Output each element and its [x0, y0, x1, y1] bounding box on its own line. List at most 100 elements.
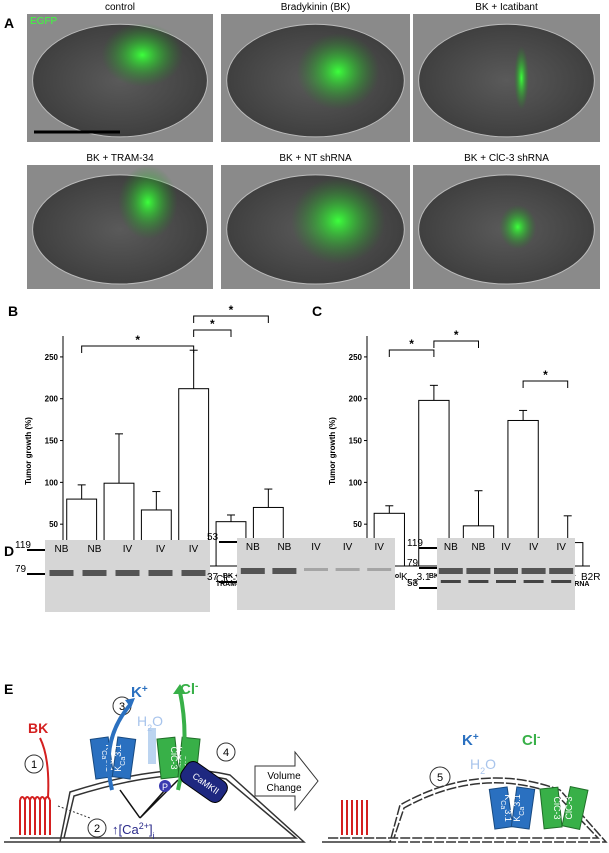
significance-bracket — [81, 345, 195, 353]
significance-label: * — [409, 337, 414, 351]
protein-label: ClC-3 — [216, 574, 242, 585]
channel-label: ClC-3 — [552, 796, 562, 819]
band — [496, 580, 516, 583]
bar — [178, 388, 210, 567]
image-title: control — [105, 2, 135, 13]
significance-bracket — [522, 380, 569, 388]
flux-arrow — [176, 691, 187, 791]
significance-bracket — [388, 349, 435, 357]
y-tick-label: 100 — [45, 478, 59, 487]
panel-label: A — [4, 15, 14, 31]
ion-label: Cl- — [522, 732, 540, 750]
y-axis-label: Tumor growth (%) — [328, 417, 337, 485]
flux-arrow — [173, 684, 186, 694]
y-tick-label: 200 — [45, 395, 59, 404]
step-markers — [24, 696, 451, 838]
ion-label: K+ — [462, 732, 479, 750]
lane-label: IV — [374, 542, 384, 553]
band — [335, 568, 360, 571]
flux-arrow — [125, 698, 135, 708]
y-tick-label: 200 — [349, 395, 363, 404]
panel-e: E BK 1 2 3 4 5 ↑[Ca2+]i KCa3.1 KCa3.1 — [4, 681, 608, 843]
significance-label: * — [135, 333, 140, 347]
water-label: H2O — [470, 756, 496, 776]
lane-label: IV — [529, 542, 539, 553]
significance-label: * — [454, 328, 459, 342]
marker-label: 53 — [407, 578, 419, 589]
band — [148, 570, 173, 576]
lane-label: NB — [444, 542, 458, 553]
band — [272, 568, 297, 574]
step-number: 5 — [437, 772, 443, 784]
phospho — [159, 780, 171, 792]
band — [468, 580, 489, 583]
significance-label: * — [229, 303, 234, 317]
band — [115, 570, 140, 576]
flux-arrow — [106, 703, 132, 791]
protein-label: KCa3.1 — [401, 572, 431, 586]
lane-label: IV — [123, 544, 133, 555]
band — [49, 570, 74, 576]
lane-label: NB — [246, 542, 260, 553]
panel-label: C — [312, 303, 322, 319]
image-title: BK + NT shRNA — [279, 153, 352, 164]
band — [367, 568, 392, 571]
panel-label: B — [8, 303, 18, 319]
image-title: BK + Icatibant — [475, 2, 538, 13]
channel-label: KCa3.1 — [500, 794, 514, 821]
y-tick-label: 250 — [349, 353, 363, 362]
step-number: 4 — [223, 747, 229, 759]
lane-label: NB — [277, 542, 291, 553]
lane-label: IV — [556, 542, 566, 553]
gfp-signal — [499, 204, 537, 250]
gfp-signal — [296, 33, 380, 110]
protein-label: B2R — [581, 572, 600, 583]
panel-label: D — [4, 543, 14, 559]
gfp-signal — [101, 22, 184, 87]
lane-label: IV — [311, 542, 321, 553]
band — [438, 568, 463, 574]
y-axis-label: Tumor growth (%) — [24, 417, 33, 485]
gfp-signal — [513, 46, 529, 110]
band — [240, 568, 265, 574]
channel-label: ClC-3 — [169, 746, 179, 769]
marker-label: 53 — [207, 532, 219, 543]
image-title: BK + TRAM-34 — [86, 153, 154, 164]
lane-label: IV — [189, 544, 199, 555]
significance-bracket — [193, 315, 269, 323]
gfp-signal — [118, 165, 178, 240]
gfp-signal — [290, 177, 386, 265]
y-tick-label: 150 — [45, 437, 59, 446]
ion-label: Cl- — [180, 681, 198, 699]
lane-label: NB — [55, 544, 69, 555]
band — [551, 580, 572, 583]
arrow-label: Volume — [267, 771, 301, 782]
significance-label: * — [210, 317, 215, 331]
water-label: H2O — [137, 713, 163, 733]
band — [440, 580, 461, 583]
panel-d: D NB NB IV IV IV 119 79 ClC-3 NB NB IV IV IV 53 37 KCa3… — [4, 532, 600, 612]
overlay-label: EGFP — [30, 16, 58, 27]
band — [494, 568, 518, 574]
marker-label: 79 — [407, 558, 419, 569]
lane-label: IV — [501, 542, 511, 553]
step-number: 2 — [94, 823, 100, 835]
channel-label: ClC-3 — [564, 796, 574, 819]
step-number: 1 — [31, 759, 37, 771]
marker-label: 119 — [407, 538, 423, 549]
channel-label: KCa3.1 — [512, 794, 526, 821]
y-tick-label: 50 — [353, 520, 362, 529]
significance-bracket — [433, 340, 479, 348]
calcium-label: ↑[Ca2+]i — [112, 821, 155, 841]
band — [523, 580, 544, 583]
arrow-label: Change — [266, 783, 301, 794]
arrow — [57, 805, 91, 819]
band — [466, 568, 491, 574]
marker-label: 79 — [15, 564, 27, 575]
image-title: Bradykinin (BK) — [281, 2, 350, 13]
arrow — [119, 779, 179, 819]
marker-label: 119 — [15, 540, 31, 551]
x-tick-label: BK + TRAM-34 — [216, 573, 246, 588]
lane-label: NB — [471, 542, 485, 553]
band — [304, 568, 328, 571]
